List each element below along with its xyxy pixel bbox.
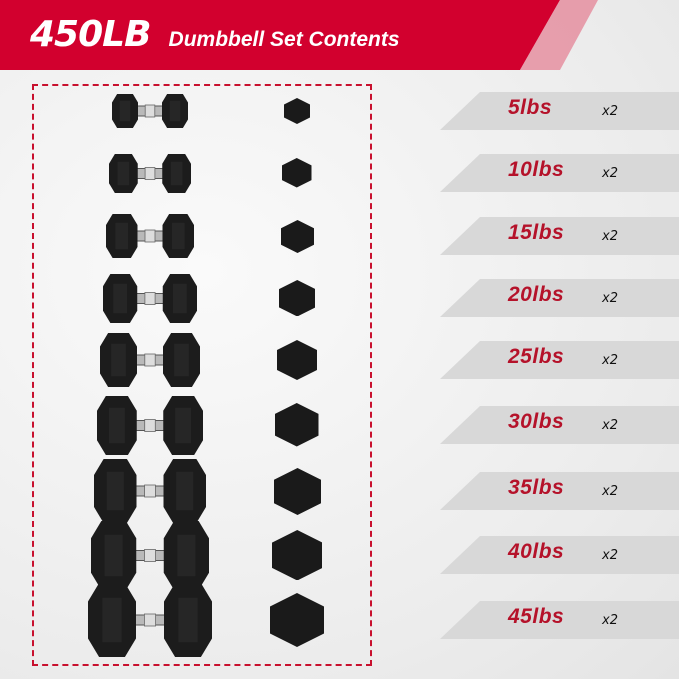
quantity-label: x2 [602, 484, 618, 499]
dumbbell-icon [94, 459, 206, 523]
weight-label-band: 10lbs x2 [440, 154, 679, 192]
weight-label: 20lbs [508, 283, 565, 306]
weight-label-band: 40lbs x2 [440, 536, 679, 574]
dumbbell-icon [100, 333, 200, 387]
hex-end-icon [271, 529, 323, 581]
dumbbell-icon [112, 94, 188, 128]
dumbbell-icon [88, 583, 212, 657]
header-banner [0, 0, 598, 70]
dumbbell-icon [91, 520, 209, 590]
weight-label: 10lbs [508, 158, 565, 181]
quantity-label: x2 [602, 548, 618, 563]
hex-end-icon [273, 467, 321, 515]
dumbbell-icon [103, 273, 197, 323]
weight-label: 45lbs [508, 605, 565, 628]
quantity-label: x2 [602, 291, 618, 306]
weight-label-band: 5lbs x2 [440, 92, 679, 130]
hex-end-icon [282, 158, 312, 188]
weight-label: 5lbs [508, 96, 553, 119]
weight-label: 35lbs [508, 476, 565, 499]
title-text: Dumbbell Set Contents [168, 28, 400, 51]
quantity-label: x2 [602, 229, 618, 244]
dumbbell-display-frame [32, 84, 372, 666]
weight-label: 40lbs [508, 540, 565, 563]
dumbbell-icon [97, 395, 203, 455]
quantity-label: x2 [602, 613, 618, 628]
weight-label: 15lbs [508, 221, 565, 244]
quantity-label: x2 [602, 418, 618, 433]
weight-label-band: 20lbs x2 [440, 279, 679, 317]
weight-label: 30lbs [508, 410, 565, 433]
weight-label-band: 45lbs x2 [440, 601, 679, 639]
quantity-label: x2 [602, 353, 618, 368]
hex-end-icon [280, 219, 314, 253]
dumbbell-icon [106, 214, 194, 258]
hex-end-icon [278, 279, 316, 317]
quantity-label: x2 [602, 166, 618, 181]
weight-label-band: 15lbs x2 [440, 217, 679, 255]
hex-end-icon [284, 98, 310, 124]
weight-label-band: 35lbs x2 [440, 472, 679, 510]
weight-label-band: 25lbs x2 [440, 341, 679, 379]
hex-end-icon [275, 403, 319, 447]
hex-end-icon [270, 593, 324, 647]
page-title: 450LB Dumbbell Set Contents [30, 14, 400, 64]
weight-label: 25lbs [508, 345, 565, 368]
hex-end-icon [277, 340, 317, 380]
quantity-label: x2 [602, 104, 618, 119]
total-weight: 450LB [30, 14, 152, 55]
weight-label-band: 30lbs x2 [440, 406, 679, 444]
dumbbell-icon [109, 153, 191, 193]
